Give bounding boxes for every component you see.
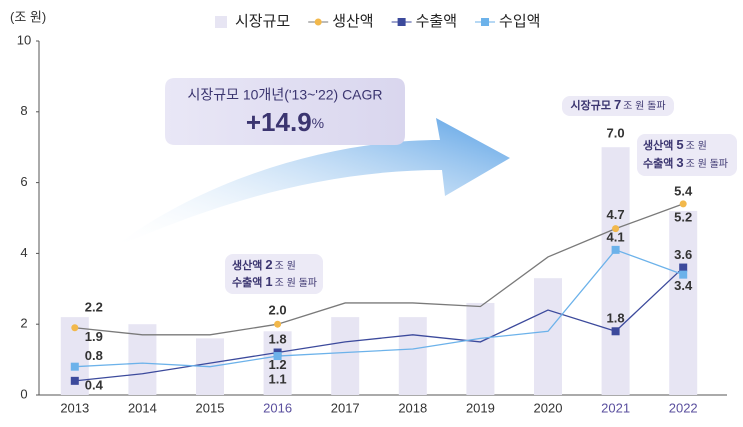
callout-text: 조 원 돌파	[623, 100, 665, 112]
bar	[263, 331, 292, 395]
bar	[669, 210, 698, 395]
cagr-unit: %	[312, 115, 324, 131]
callout-text: 수출액 3 조 원 돌파	[643, 155, 728, 170]
marker	[611, 245, 620, 254]
callout-bold: 생산액	[232, 258, 262, 272]
cagr-value: +14.9%	[246, 107, 324, 137]
y-tick-label: 8	[20, 103, 27, 118]
line	[74, 249, 684, 368]
callout-box	[165, 78, 405, 145]
callout-text: 조 원 돌파	[686, 158, 728, 170]
callout-2016: 생산액 2 조 원 수출액 1 조 원 돌파	[225, 254, 323, 294]
callout-text: 시장규모 7 조 원 돌파	[570, 97, 665, 112]
callout-bold: 시장규모	[570, 98, 610, 112]
marker	[679, 270, 688, 279]
value-label: 1.8	[607, 311, 625, 326]
cagr-number: +14.9	[246, 107, 312, 137]
y-tick-label: 2	[20, 316, 27, 331]
value-label: 2.0	[269, 303, 287, 318]
callout-number: 5	[676, 137, 683, 152]
callout-box	[562, 96, 674, 116]
legend: 시장규모 생산액 수출액 수입액	[215, 13, 540, 30]
callout-bold: 생산액	[643, 138, 673, 152]
y-tick-label: 10	[17, 32, 31, 47]
legend-label: 시장규모	[235, 13, 290, 30]
legend-marker	[314, 18, 322, 26]
x-tick-label: 2017	[331, 400, 360, 415]
marker	[274, 320, 282, 328]
callout-number: 7	[614, 97, 621, 112]
marker	[70, 376, 79, 385]
value-label: 7.0	[607, 126, 625, 141]
marker	[70, 362, 79, 371]
value-label: 1.9	[85, 329, 103, 344]
value-label: 4.7	[607, 207, 625, 222]
y-axis-label: (조 원)	[10, 9, 46, 24]
bar	[534, 278, 562, 395]
callout-number: 3	[676, 155, 683, 170]
marker	[273, 352, 282, 361]
legend-marker	[481, 18, 490, 26]
marker	[612, 225, 620, 233]
callout-text: 조 원 돌파	[275, 277, 317, 289]
cagr-callout: 시장규모 10개년('13~'22) CAGR +14.9%	[165, 78, 405, 145]
x-tick-label: 2013	[60, 400, 89, 415]
callout-text: 조 원	[275, 260, 296, 272]
value-label: 3.4	[674, 278, 693, 293]
cagr-label: 시장규모 10개년('13~'22) CAGR	[187, 87, 382, 103]
y-tick-label: 4	[20, 245, 27, 260]
value-label: 3.6	[674, 247, 692, 262]
callout-number: 2	[265, 257, 272, 272]
x-tick-label: 2019	[466, 400, 495, 415]
callout-bold: 수출액	[232, 275, 262, 289]
bar	[331, 317, 360, 395]
callout-text: 생산액 5 조 원	[643, 137, 707, 152]
bar	[398, 317, 427, 395]
value-label: 2.2	[85, 300, 103, 315]
value-label: 0.8	[85, 348, 103, 363]
callout-bold: 수출액	[643, 156, 673, 170]
x-tick-label: 2022	[669, 400, 698, 415]
callout-2021: 시장규모 7 조 원 돌파	[562, 96, 674, 116]
legend-label: 생산액	[332, 13, 373, 30]
legend-label: 수입액	[499, 13, 540, 30]
x-tick-label: 2016	[263, 400, 292, 415]
y-tick-label: 6	[20, 174, 27, 189]
value-label: 4.1	[607, 229, 625, 244]
x-tick-label: 2018	[398, 400, 427, 415]
line	[74, 267, 684, 382]
legend-label: 수출액	[416, 13, 457, 30]
callout-number: 1	[265, 274, 272, 289]
legend-swatch	[215, 16, 227, 28]
value-label: 5.4	[674, 183, 693, 198]
marker	[71, 324, 79, 332]
bar	[128, 324, 157, 395]
x-tick-label: 2020	[534, 400, 563, 415]
marker	[611, 327, 620, 336]
callout-box	[637, 134, 737, 176]
value-label: 5.2	[674, 209, 692, 224]
x-tick-label: 2015	[196, 400, 225, 415]
y-tick-label: 0	[20, 386, 27, 401]
callout-box	[225, 254, 323, 294]
value-label: 0.4	[85, 377, 104, 392]
bar	[466, 302, 495, 395]
callout-text: 생산액 2 조 원	[232, 257, 296, 272]
marker	[679, 263, 688, 272]
value-label: 1.1	[269, 371, 287, 386]
callout-2022: 생산액 5 조 원 수출액 3 조 원 돌파	[637, 134, 737, 176]
callout-text: 수출액 1 조 원 돌파	[232, 274, 317, 289]
callout-text: 조 원	[686, 140, 707, 152]
bar	[601, 147, 630, 395]
growth-arrow	[110, 118, 510, 250]
marker	[679, 200, 687, 208]
legend-marker	[397, 18, 406, 26]
x-tick-label: 2021	[601, 400, 630, 415]
value-label: 1.8	[269, 332, 287, 347]
line	[74, 203, 684, 336]
x-tick-label: 2014	[128, 400, 157, 415]
value-label: 1.2	[269, 357, 287, 372]
